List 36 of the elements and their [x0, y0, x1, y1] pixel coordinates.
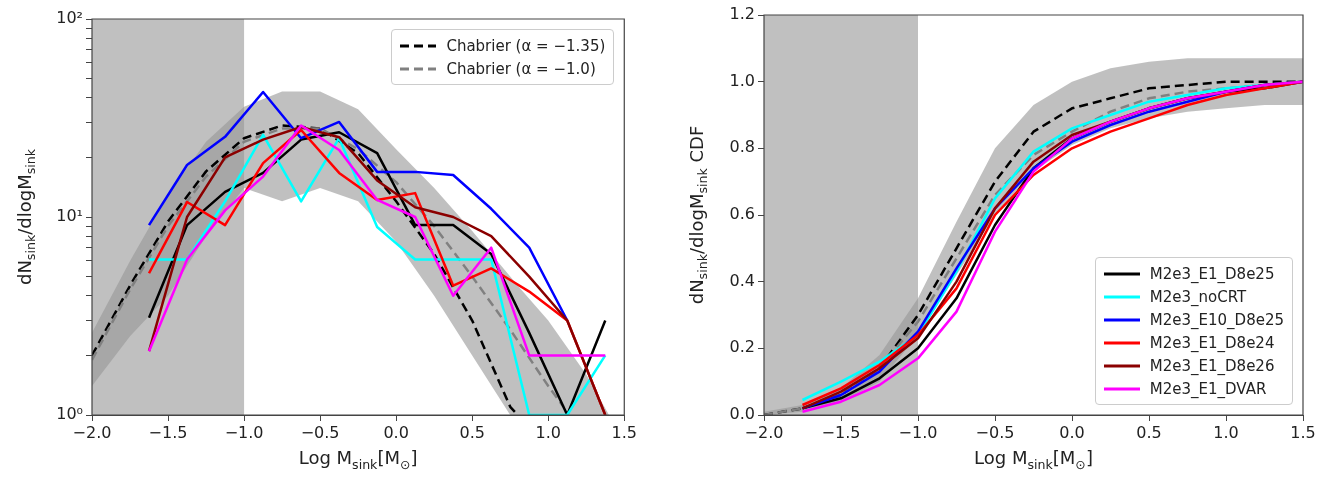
x-tick-label: 1.5: [611, 422, 637, 442]
x-axis-title: Log M$_{sink}$[M$_{⊙}$]: [298, 447, 418, 472]
x-tick-label: −0.5: [975, 422, 1015, 442]
x-tick-label: 0.0: [1059, 422, 1085, 442]
y-tick-label: 0.6: [729, 204, 755, 224]
x-tick-label: −2.0: [744, 422, 784, 442]
y-tick-label: 1.0: [729, 70, 755, 90]
x-tick-label: 1.0: [535, 422, 561, 442]
legend-label: M2e3_E1_DVAR: [1149, 379, 1267, 398]
y-tick-label: 0.0: [729, 404, 755, 424]
x-tick-label: −1.5: [148, 422, 188, 442]
x-tick-label: 0.0: [383, 422, 409, 442]
x-tick-label: −2.0: [72, 422, 112, 442]
x-tick-label: 1.5: [1290, 422, 1316, 442]
x-tick-label: 0.5: [1136, 422, 1162, 442]
y-tick-label: 10²: [56, 8, 83, 28]
x-tick-label: 1.0: [1213, 422, 1239, 442]
legend-label: M2e3_noCRT: [1149, 287, 1247, 306]
y-tick-label: 0.4: [729, 270, 755, 290]
y-tick-label: 10¹: [56, 206, 83, 226]
x-tick-label: −1.0: [898, 422, 938, 442]
legend-label: Chabrier (α = −1.0): [446, 59, 596, 78]
legend-label: M2e3_E1_D8e26: [1149, 356, 1275, 375]
legend-label: M2e3_E10_D8e25: [1149, 310, 1284, 329]
legend-label: M2e3_E1_D8e25: [1149, 264, 1275, 283]
x-tick-label: −1.5: [821, 422, 861, 442]
x-tick-label: −1.0: [224, 422, 264, 442]
legend-label: M2e3_E1_D8e24: [1149, 333, 1275, 352]
legend-label: Chabrier (α = −1.35): [446, 36, 606, 55]
y-tick-label: 1.2: [729, 4, 755, 24]
y-tick-label: 0.2: [729, 337, 755, 357]
y-tick-label: 0.8: [729, 137, 755, 157]
x-tick-label: 0.5: [459, 422, 485, 442]
y-tick-label: 10⁰: [56, 404, 83, 424]
x-tick-label: −0.5: [300, 422, 340, 442]
x-axis-title: Log M$_{sink}$[M$_{⊙}$]: [974, 447, 1093, 472]
